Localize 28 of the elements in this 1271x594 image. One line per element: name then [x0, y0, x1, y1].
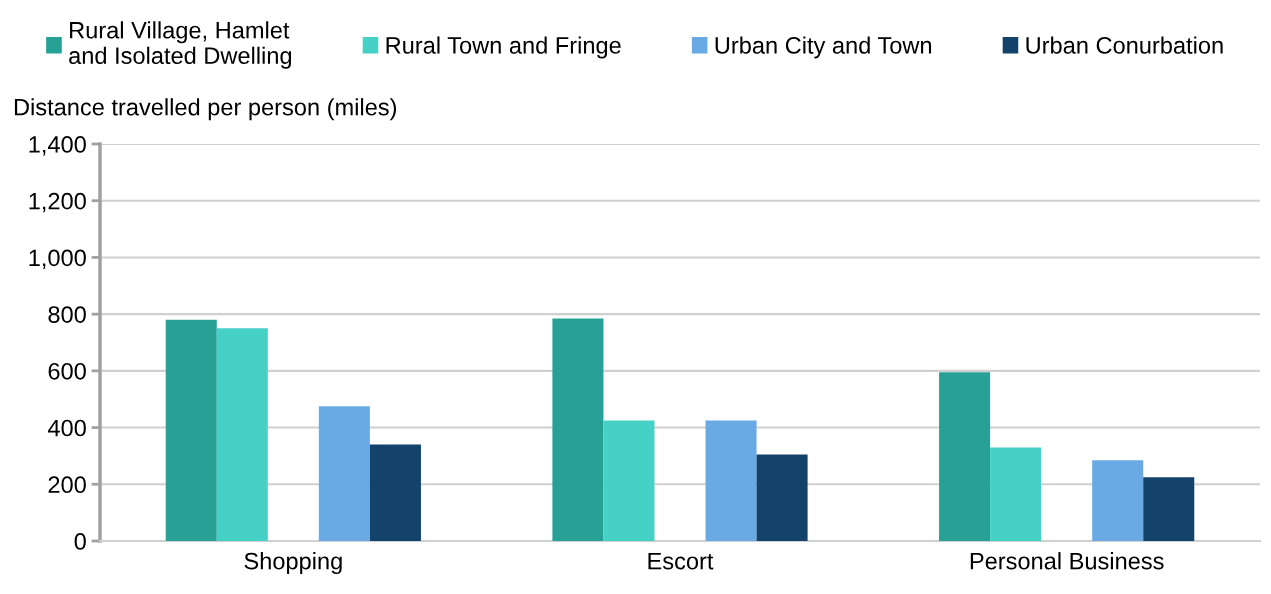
bar: [165, 319, 217, 541]
y-tick-label: 400: [47, 419, 86, 437]
x-tick-label: Personal Business: [970, 552, 1164, 570]
legend-label: Urban Conurbation: [1026, 36, 1223, 54]
legend-label: Rural Village, Hamlet and Isolated Dwelling: [69, 21, 292, 69]
legend-label: Urban City and Town: [715, 36, 932, 59]
bar: [756, 454, 808, 541]
y-tick-label: 1,400: [29, 136, 86, 156]
bar: [1143, 477, 1195, 541]
y-tick-label: 600: [48, 362, 86, 380]
bar: [552, 318, 604, 541]
y-tick-label: 0: [74, 533, 86, 550]
bar: [369, 444, 421, 541]
bar: [990, 447, 1042, 541]
bar: [705, 420, 757, 541]
y-axis-title: Distance travelled per person (miles): [14, 98, 397, 121]
y-tick-label: 1,200: [29, 192, 86, 213]
bar: [1092, 460, 1144, 541]
legend-label: Rural Town and Fringe: [386, 36, 621, 59]
y-tick-label: 200: [48, 476, 86, 494]
bar: [318, 406, 370, 541]
x-tick-label: Shopping: [244, 552, 342, 575]
bar: [216, 328, 268, 541]
y-tick-label: 800: [48, 306, 86, 323]
bar: [603, 420, 655, 541]
y-tick-label: 1,000: [29, 249, 86, 270]
bar: [939, 372, 991, 541]
x-tick-label: Escort: [648, 552, 714, 570]
